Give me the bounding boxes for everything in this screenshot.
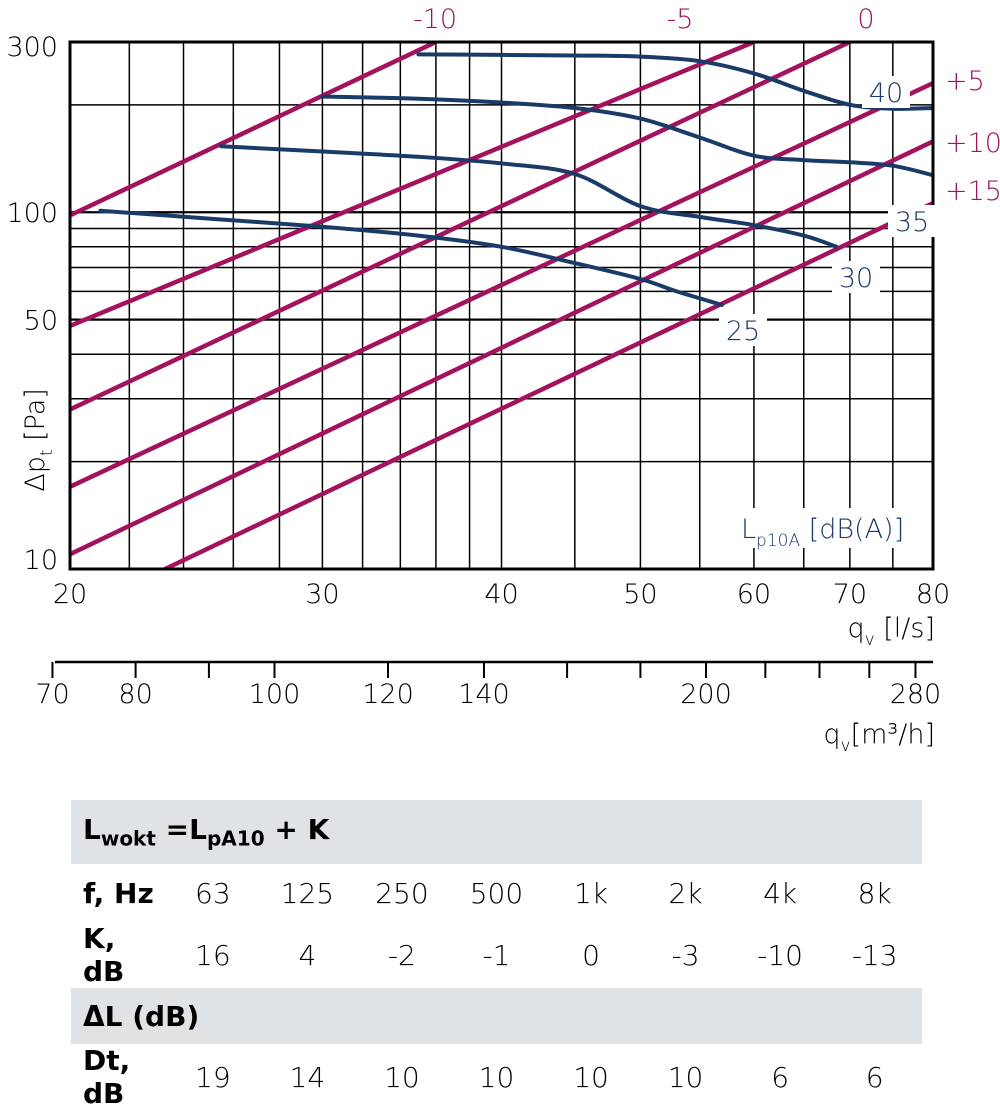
x-tick-label: 30 (305, 579, 339, 610)
dt-cell: 10 (384, 1060, 420, 1094)
sound-correction-table: Lwokt =LpA10 + K f, Hz 63 125 250 500 1k… (71, 800, 922, 1110)
frequency-cell: 4k (763, 876, 798, 910)
k-row: K, dB 16 4 -2 -1 0 -3 -10 -13 (71, 922, 922, 988)
damper-line (70, 139, 933, 557)
dt-cell: 6 (771, 1060, 790, 1094)
damper-label: 0 (857, 4, 874, 35)
sound-curve (320, 94, 933, 178)
curve-label-bg (862, 76, 910, 108)
formula-row: Lwokt =LpA10 + K (71, 800, 922, 864)
curve-label-bg (719, 314, 767, 346)
k-cell: -3 (671, 938, 700, 972)
secondary-x-axis: 70 80 100 120 140 200 280 qv[m³/h] (35, 660, 942, 756)
x-tick-label: 50 (623, 579, 657, 610)
damper-lines (70, 42, 933, 569)
x-tick-label: 60 (737, 579, 771, 610)
plot-frame (68, 40, 935, 571)
frequency-row: f, Hz 63 125 250 500 1k 2k 4k 8k (71, 864, 922, 922)
curve-label: 35 (895, 207, 929, 238)
sound-curve (98, 208, 724, 307)
dt-cell: 10 (478, 1060, 515, 1094)
damper-label: +5 (945, 66, 985, 97)
k-cell: -13 (851, 938, 898, 972)
k-cell: 0 (582, 938, 600, 972)
curve-label-bg (832, 261, 880, 293)
x-axis-label: qv [l/s] (847, 613, 935, 650)
damper-line (162, 200, 933, 569)
curve-label-bg (888, 205, 936, 237)
delta-label: ΔL (dB) (71, 988, 922, 1044)
dt-label: Dt, dB (83, 1044, 131, 1110)
secondary-tick-label: 120 (362, 679, 414, 710)
y-tick-label: 50 (24, 306, 58, 337)
damper-line (70, 42, 757, 329)
sound-curve (219, 144, 839, 249)
k-cell: -10 (757, 938, 803, 972)
x-tick-label: 70 (833, 579, 867, 610)
y-tick-label: 100 (6, 198, 58, 229)
damper-line (70, 42, 853, 412)
frequency-cell: 500 (469, 876, 524, 910)
frequency-cell: 63 (195, 876, 231, 910)
secondary-tick-label: 140 (458, 679, 510, 710)
secondary-axis-label: qv[m³/h] (823, 719, 935, 756)
dt-cell: 6 (865, 1060, 884, 1094)
dt-cell: 10 (573, 1060, 609, 1094)
k-cell: -2 (387, 938, 416, 972)
damper-label: -5 (667, 4, 694, 35)
secondary-tick-label: 100 (249, 679, 301, 710)
dt-cell: 10 (667, 1060, 704, 1094)
frequency-cell: 125 (280, 876, 335, 910)
k-cell: -1 (482, 938, 511, 972)
secondary-tick-label: 200 (680, 679, 732, 710)
x-tick-label: 40 (484, 579, 518, 610)
damper-line (70, 80, 933, 490)
damper-label: +10 (945, 128, 1000, 159)
frequency-cell: 8k (857, 876, 892, 910)
frequency-label: f, Hz (83, 876, 154, 910)
k-label: K, dB (83, 922, 125, 988)
formula: Lwokt =LpA10 + K (71, 800, 922, 864)
sound-level-label: Lp10A [dB(A)] (741, 514, 904, 551)
y-tick-label: 10 (24, 545, 58, 576)
damper-label: -10 (413, 4, 457, 35)
frequency-cell: 2k (668, 876, 703, 910)
curve-label: 25 (726, 316, 760, 347)
secondary-tick-label: 70 (35, 679, 69, 710)
k-cell: 4 (298, 938, 317, 972)
damper-label: +15 (945, 176, 1000, 207)
x-tick-label: 80 (916, 579, 950, 610)
curve-label: 40 (869, 78, 903, 109)
frequency-cell: 250 (375, 876, 429, 910)
dt-cell: 14 (289, 1060, 326, 1094)
curve-label: 30 (839, 263, 873, 294)
damper-line (70, 42, 439, 218)
sound-label-bg (735, 508, 925, 548)
dt-cell: 19 (195, 1060, 231, 1094)
secondary-tick-label: 80 (118, 679, 152, 710)
y-tick-label: 300 (6, 32, 58, 63)
x-tick-label: 20 (53, 579, 87, 610)
dt-row: Dt, dB 19 14 10 10 10 10 6 6 (71, 1044, 922, 1110)
delta-row: ΔL (dB) (71, 988, 922, 1044)
secondary-tick-label: 280 (890, 679, 942, 710)
frequency-cell: 1k (573, 876, 609, 910)
y-axis-label: Δpt [Pa] (20, 388, 57, 492)
k-cell: 16 (195, 938, 231, 972)
